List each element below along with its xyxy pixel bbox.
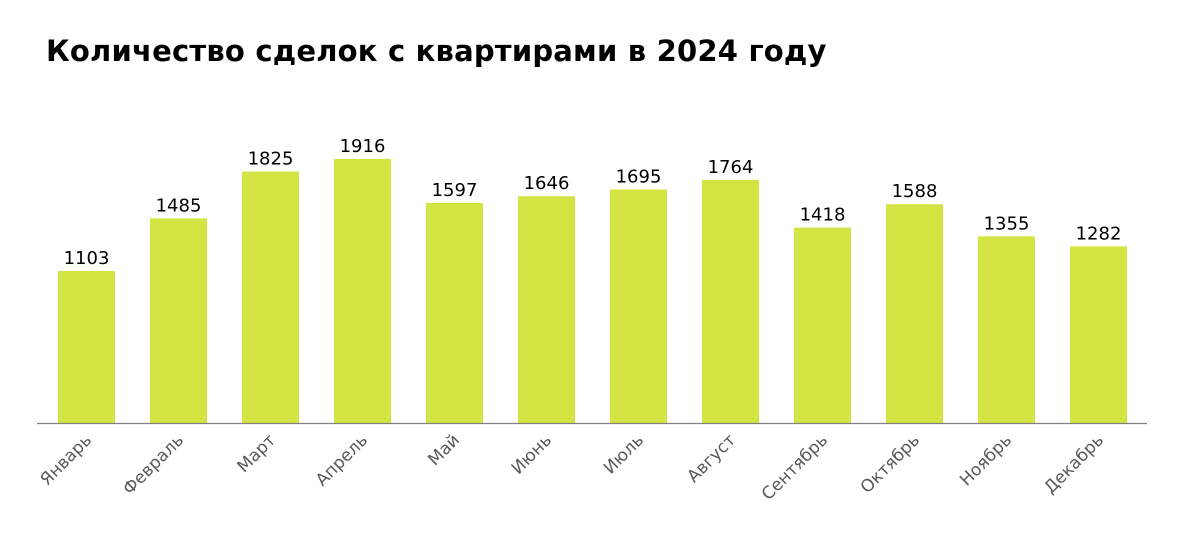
category-label: Октябрь — [857, 430, 924, 497]
data-label: 1764 — [708, 157, 754, 178]
bar-12 — [1070, 246, 1127, 423]
data-label: 1282 — [1076, 223, 1122, 244]
data-label: 1646 — [524, 173, 570, 194]
data-label: 1597 — [432, 180, 478, 201]
bar-5 — [426, 202, 483, 423]
category-label: Сентябрь — [758, 430, 832, 504]
bar-6 — [518, 196, 575, 423]
category-label: Март — [234, 430, 281, 477]
data-label: 1916 — [340, 136, 386, 157]
data-label: 1588 — [892, 181, 938, 202]
bar-7 — [610, 189, 667, 423]
data-label: 1418 — [800, 205, 846, 226]
bar-9 — [794, 227, 851, 423]
category-label: Январь — [37, 430, 97, 490]
category-label: Июнь — [508, 430, 556, 478]
bar-3 — [242, 171, 299, 423]
bar-2 — [150, 218, 207, 423]
category-label: Август — [684, 430, 741, 487]
chart-title: Количество сделок с квартирами в 2024 го… — [46, 34, 827, 68]
bar-10 — [886, 204, 943, 423]
bar-1 — [58, 271, 115, 423]
category-label: Апрель — [312, 430, 372, 490]
data-label: 1695 — [616, 166, 662, 187]
category-label: Декабрь — [1040, 430, 1108, 498]
bar-11 — [978, 236, 1035, 423]
data-label: 1103 — [64, 248, 110, 269]
category-label: Февраль — [119, 430, 188, 499]
data-label: 1355 — [984, 213, 1030, 234]
category-label: Май — [424, 430, 464, 470]
bar-4 — [334, 159, 391, 423]
bar-8 — [702, 179, 759, 423]
category-label: Июль — [600, 430, 648, 478]
data-label: 1485 — [156, 195, 202, 216]
category-label: Ноябрь — [956, 430, 1016, 490]
data-label: 1825 — [248, 149, 294, 170]
